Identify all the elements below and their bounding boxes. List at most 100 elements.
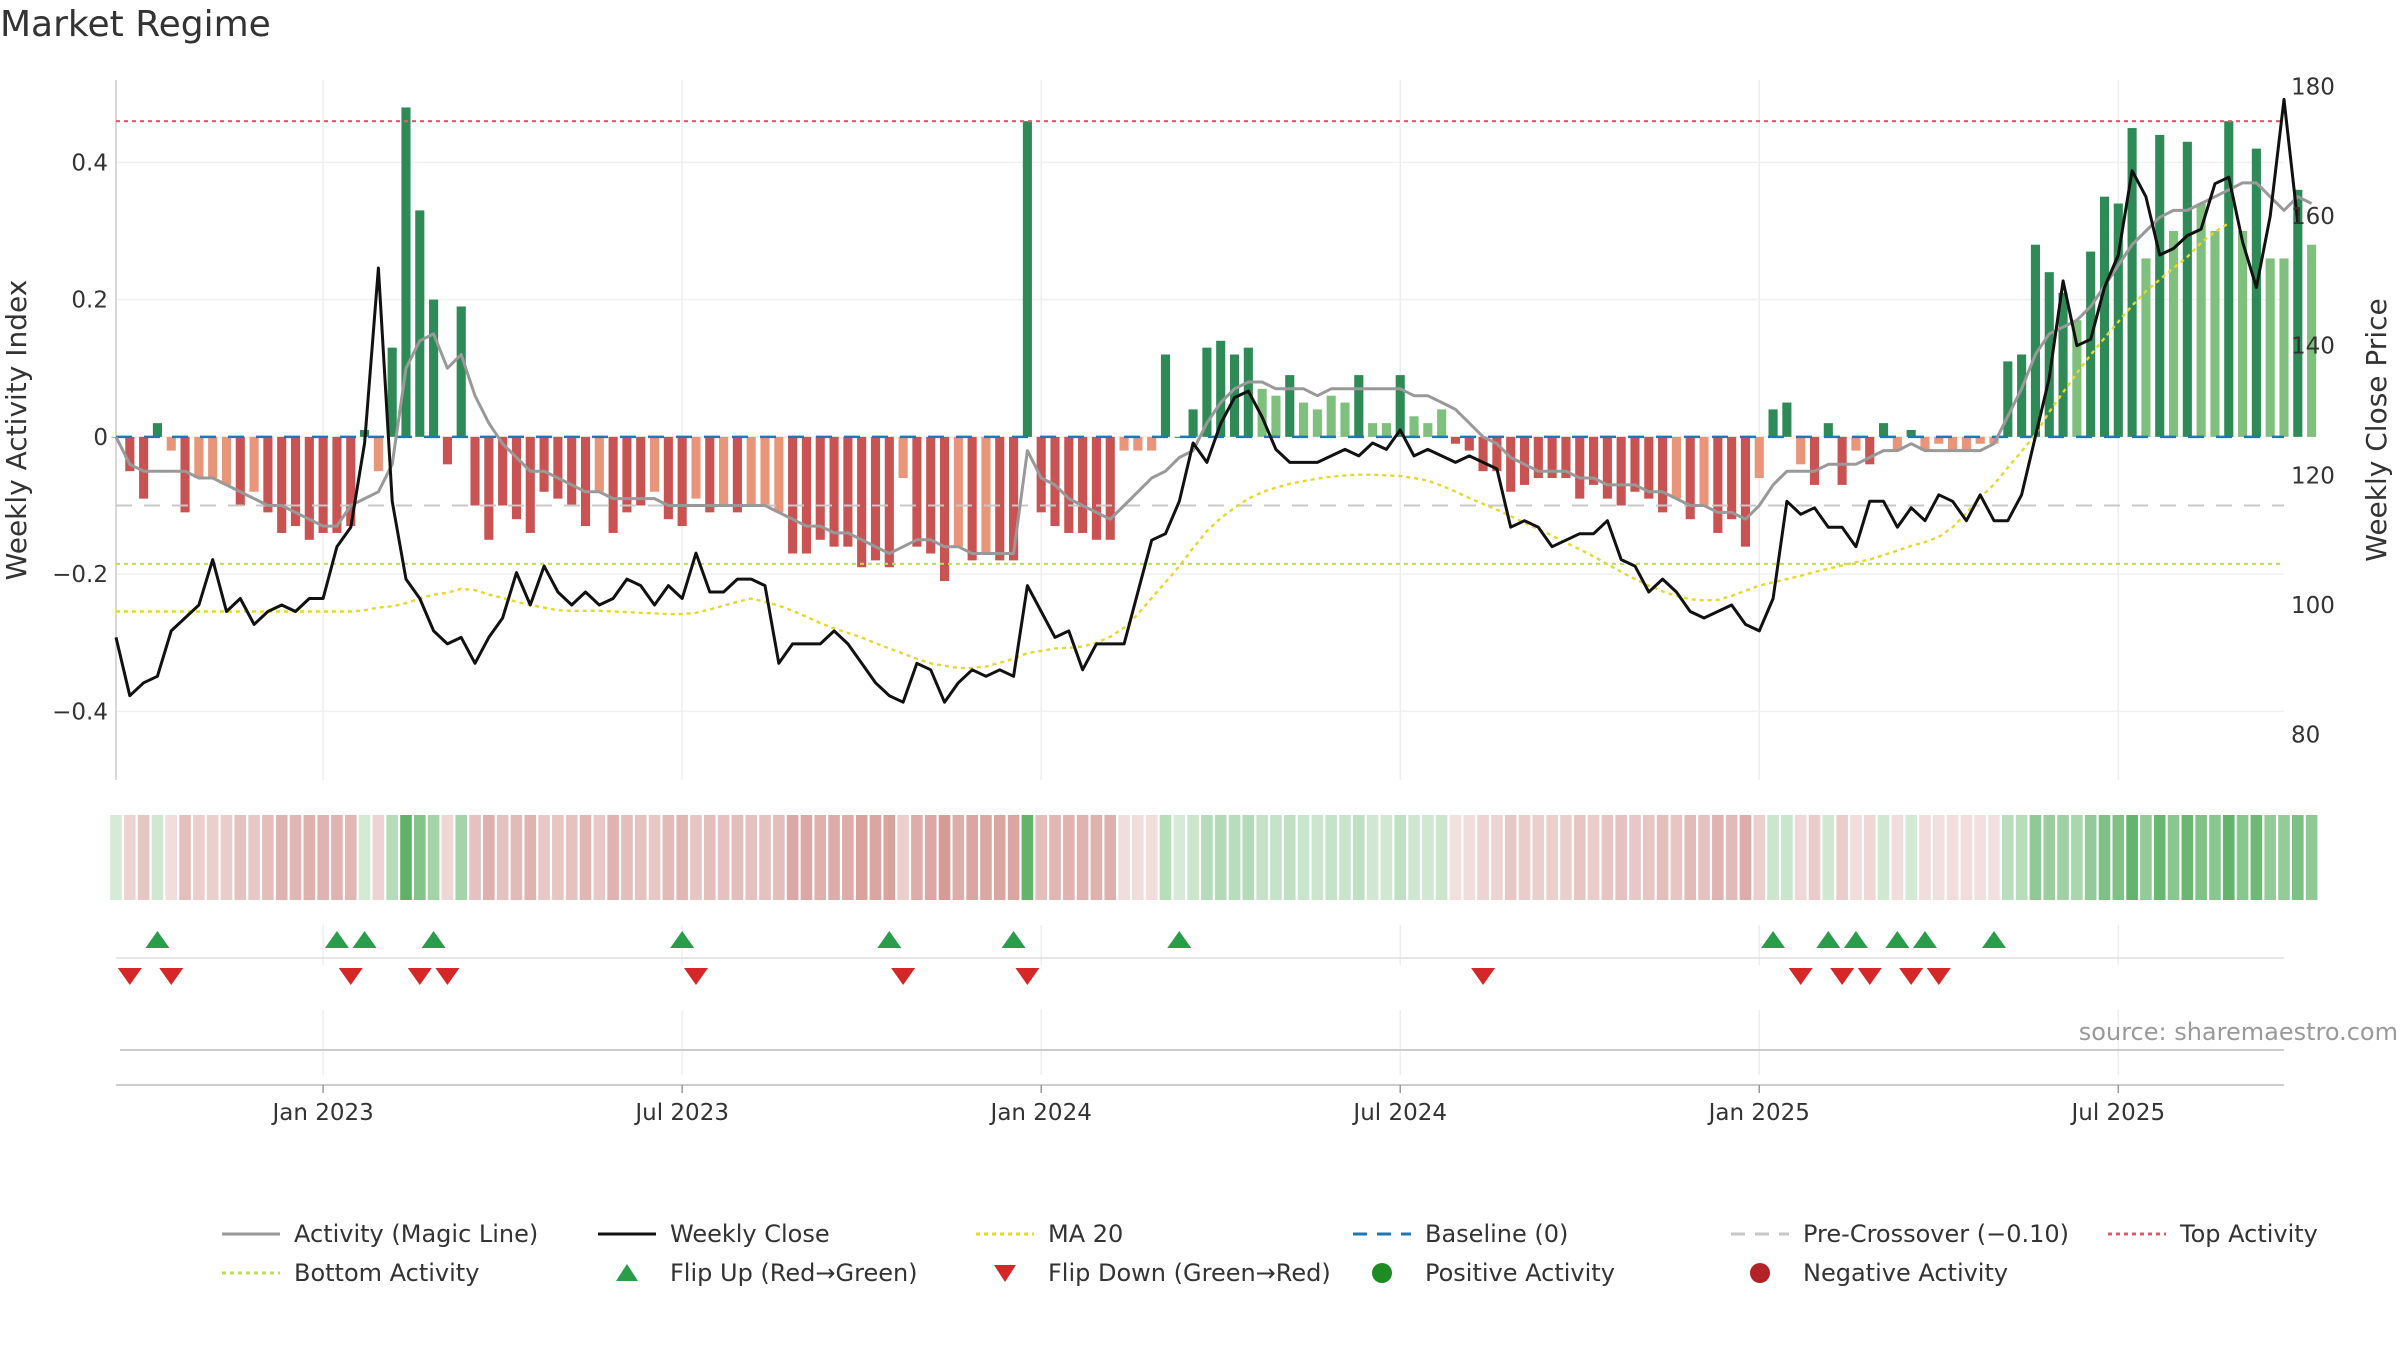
activity-bar: [1437, 409, 1447, 437]
flip-down-marker: [435, 968, 460, 985]
regime-strip-cell: [234, 815, 247, 900]
activity-bar: [1975, 436, 1985, 444]
activity-bar: [1547, 436, 1557, 479]
activity-bar: [1395, 375, 1405, 437]
regime-strip-cell: [1380, 815, 1393, 900]
chart-title: Market Regime: [0, 4, 271, 45]
legend-item-positive-activity: Positive Activity: [1372, 1259, 1615, 1287]
legend-item-bottom-activity: Bottom Activity: [222, 1259, 479, 1287]
regime-strip-cell: [1090, 815, 1103, 900]
regime-strip-cell: [358, 815, 371, 900]
activity-bar: [1147, 436, 1157, 451]
activity-bar: [1229, 354, 1240, 437]
source-note: source: sharemaestro.com: [2078, 1018, 2398, 1046]
regime-strip-cell: [607, 815, 619, 900]
activity-bar: [387, 347, 397, 437]
regime-strip-cell: [2278, 815, 2290, 900]
activity-bar: [456, 306, 466, 437]
regime-strip-cell: [289, 815, 302, 900]
y-right-tick-label: 180: [2291, 74, 2335, 100]
y-right-axis-label: Weekly Close Price: [2360, 298, 2393, 561]
legend-item-flip-down-green-red: Flip Down (Green→Red): [994, 1259, 1331, 1287]
activity-bar: [1160, 354, 1171, 437]
activity-bar: [801, 436, 812, 554]
activity-bar: [1685, 436, 1695, 520]
activity-bar: [580, 436, 591, 527]
activity-bar: [415, 210, 425, 437]
regime-strip-cell: [2236, 815, 2249, 900]
activity-bar: [401, 107, 411, 437]
y-left-axis-label: Weekly Activity Index: [0, 280, 33, 581]
activity-bar: [870, 436, 881, 561]
regime-strip-cell: [579, 815, 592, 900]
activity-bar: [884, 436, 894, 568]
activity-bar: [1354, 375, 1364, 437]
regime-strip-cell: [1891, 815, 1904, 900]
flip-down-marker: [1015, 968, 1040, 985]
regime-strip-cell: [883, 815, 896, 900]
regime-strip-cell: [469, 815, 481, 900]
regime-strip-cell: [1104, 815, 1117, 900]
activity-bar: [498, 436, 508, 506]
regime-strip-cell: [1960, 815, 1973, 900]
activity-bar: [1906, 430, 1916, 437]
activity-bar: [622, 436, 632, 513]
flip-down-marker: [1830, 968, 1855, 985]
regime-strip-cell: [1021, 815, 1034, 900]
activity-bar: [2003, 361, 2013, 437]
activity-bar: [1658, 436, 1668, 513]
activity-bar: [1865, 436, 1875, 465]
regime-strip-cell: [220, 815, 233, 900]
activity-bar: [732, 436, 742, 513]
activity-bar: [1312, 409, 1322, 437]
activity-bar: [1450, 436, 1461, 444]
activity-bar: [1782, 402, 1792, 437]
regime-strip-cell: [413, 815, 426, 900]
regime-strip-cell: [1560, 815, 1572, 900]
regime-strip-cell: [2015, 815, 2028, 900]
y-left-tick-label: −0.4: [52, 699, 108, 725]
activity-bar: [1464, 436, 1474, 451]
activity-bar: [1257, 388, 1267, 437]
regime-strip-cell: [2264, 815, 2276, 900]
magic-line: [114, 181, 2313, 555]
regime-strip-cell: [2181, 815, 2194, 900]
regime-strip-cell: [1905, 815, 1917, 900]
regime-strip-cell: [952, 815, 965, 900]
regime-strip-cell: [911, 815, 923, 900]
regime-strip-cell: [1477, 815, 1489, 900]
regime-strip-cell: [496, 815, 509, 900]
activity-bar: [843, 436, 853, 547]
regime-strip-cell: [717, 815, 730, 900]
activity-bar: [2086, 251, 2096, 437]
activity-bar: [2196, 203, 2206, 437]
flip-down-marker: [1788, 968, 1813, 985]
activity-bar: [180, 436, 190, 513]
regime-strip-cell: [1836, 815, 1848, 900]
regime-strip-cell: [855, 815, 868, 900]
activity-bar: [663, 436, 673, 520]
legend-label: Negative Activity: [1803, 1259, 2008, 1287]
activity-bar: [1892, 436, 1902, 451]
activity-bar: [2238, 230, 2248, 437]
activity-bar: [1299, 402, 1309, 437]
regime-strip-cell: [938, 815, 951, 900]
regime-strip-cell: [966, 815, 978, 900]
regime-strip-cell: [634, 815, 647, 900]
activity-bar: [2099, 196, 2110, 437]
activity-bar: [995, 436, 1005, 561]
regime-strip-cell: [1946, 815, 1959, 900]
regime-strip-cell: [1656, 815, 1669, 900]
activity-bar: [608, 436, 618, 533]
regime-strip-cell: [455, 815, 468, 900]
legend-label: Positive Activity: [1425, 1259, 1615, 1287]
activity-bar: [1754, 436, 1764, 479]
activity-bar: [1188, 409, 1198, 437]
activity-bar: [263, 436, 273, 513]
activity-bar: [594, 436, 604, 492]
x-tick-label: Jan 2024: [989, 1100, 1092, 1126]
flip-up-marker: [145, 931, 170, 948]
activity-bar: [1133, 436, 1143, 451]
regime-strip-cell: [731, 815, 744, 900]
regime-strip-cell: [1629, 815, 1641, 900]
